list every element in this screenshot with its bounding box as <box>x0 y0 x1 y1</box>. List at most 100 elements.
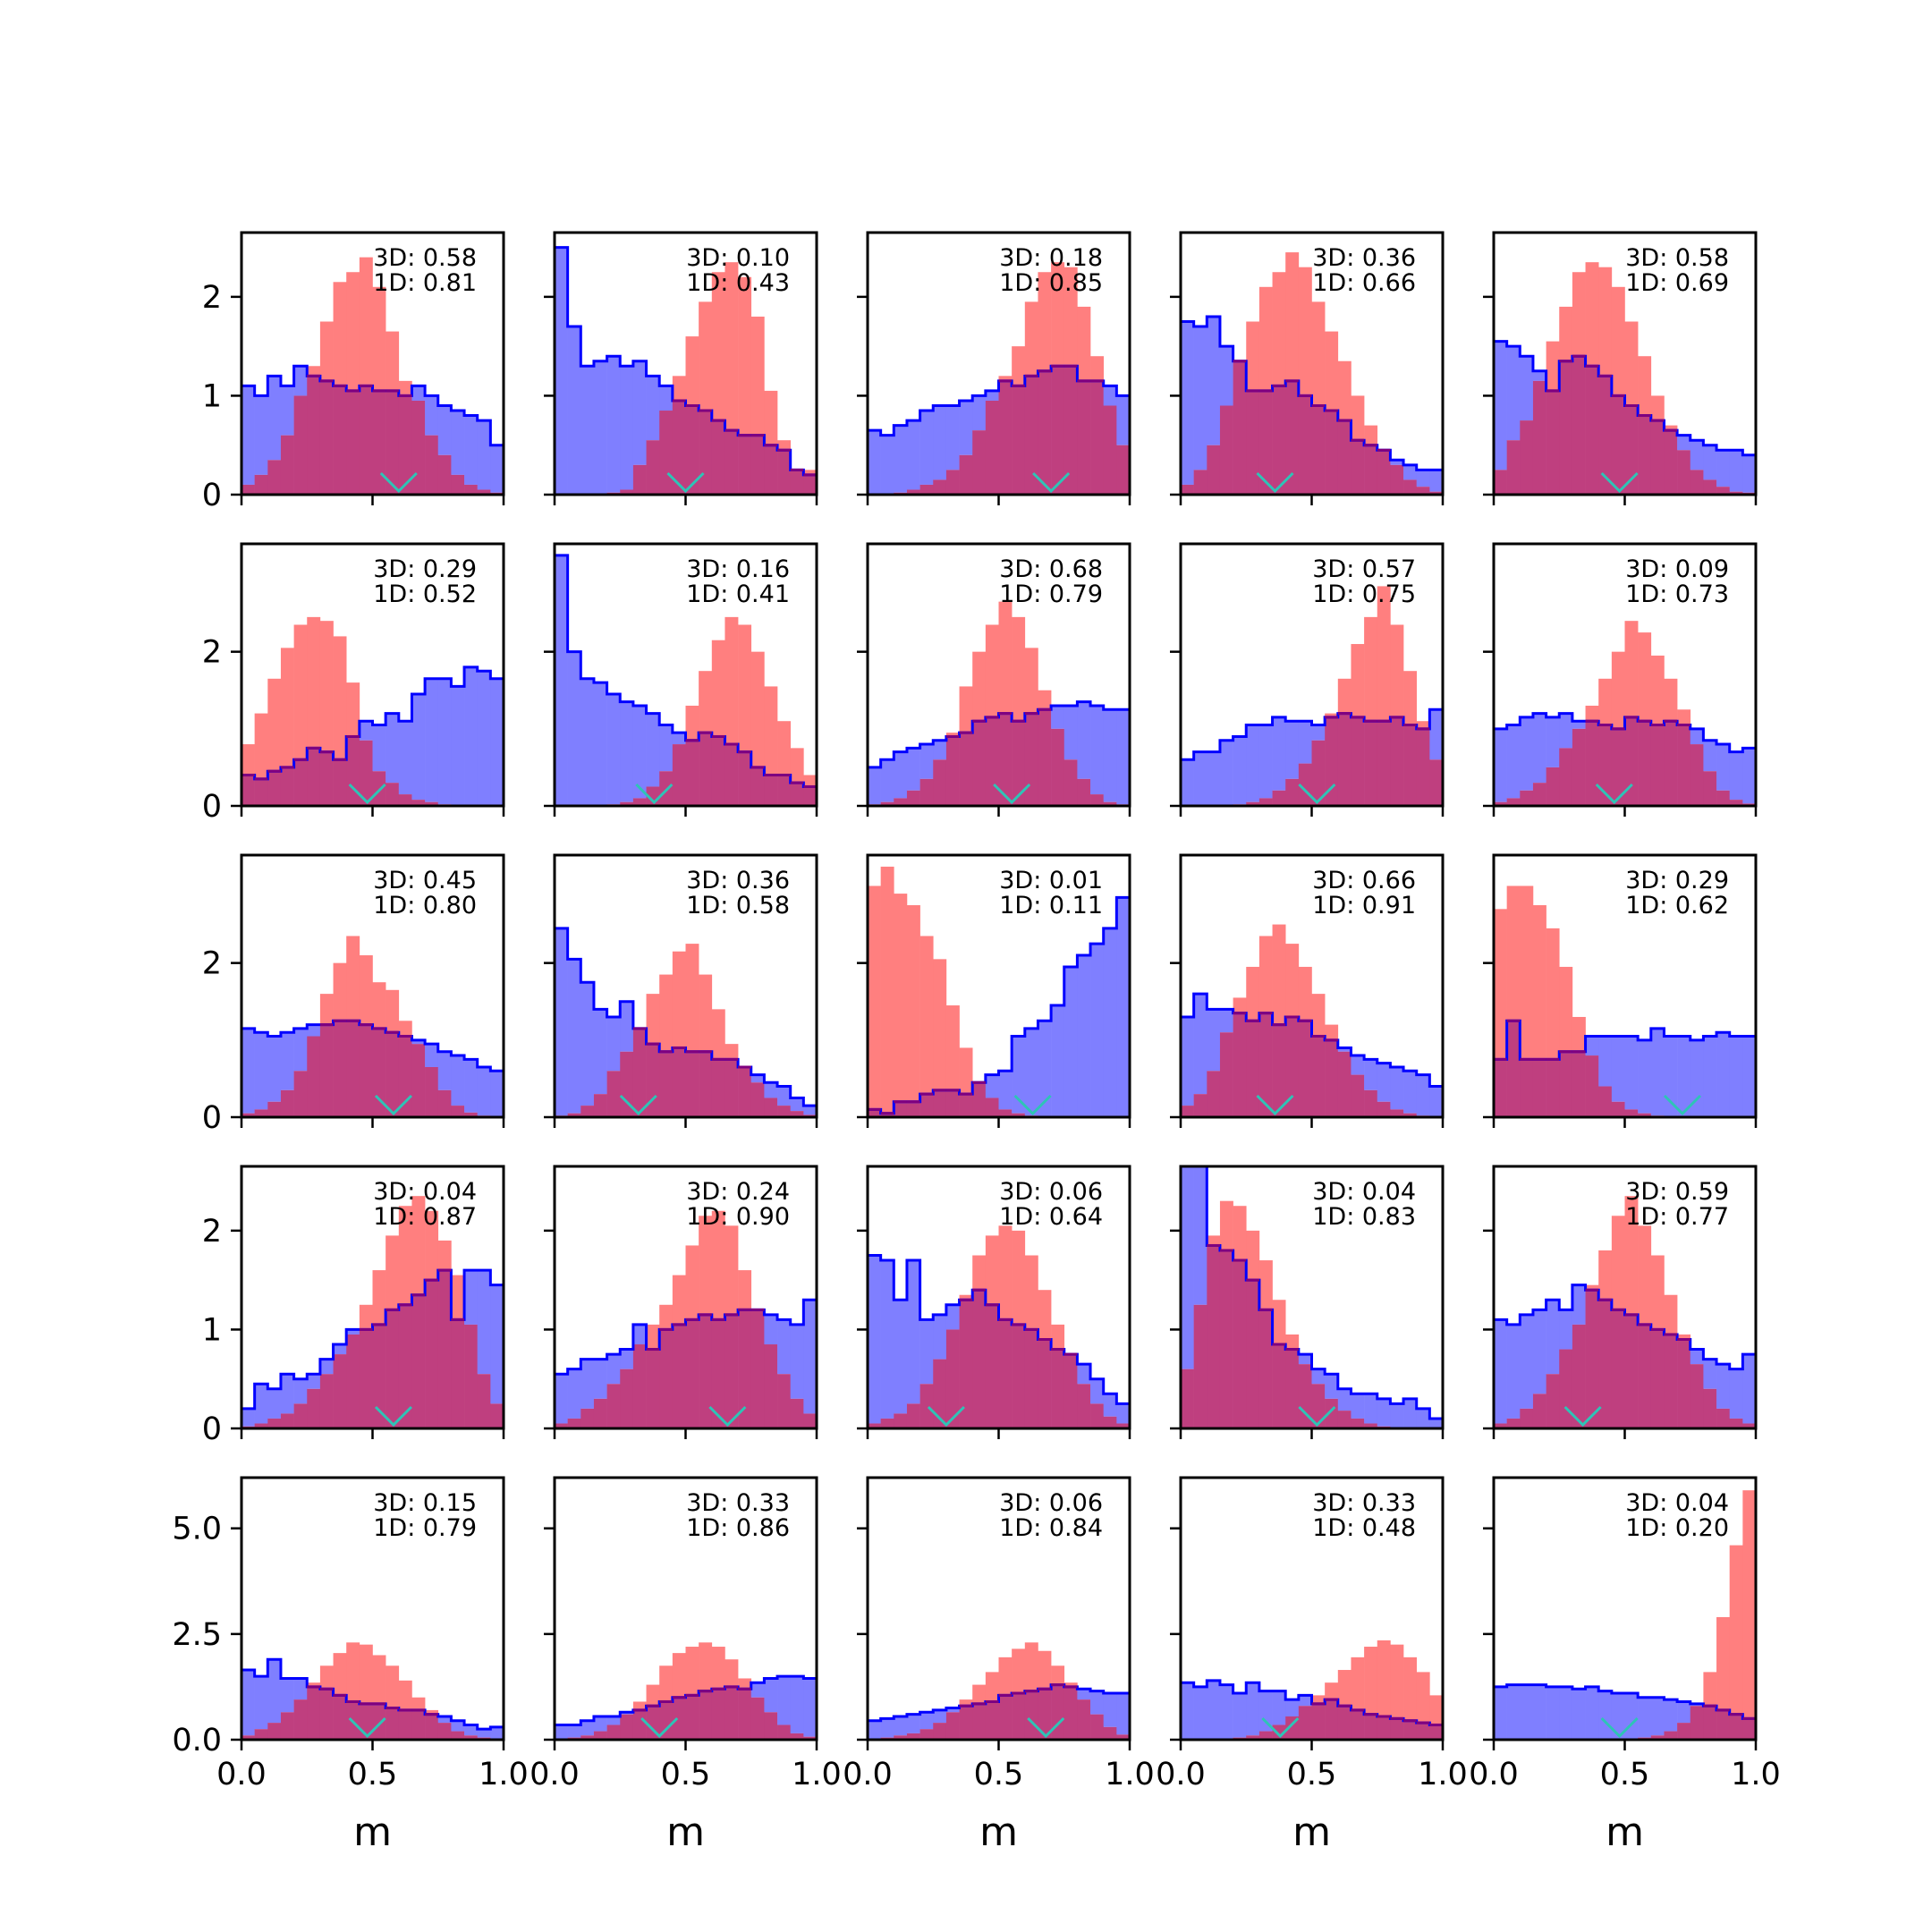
blue-bar <box>580 982 595 1106</box>
blue-bar <box>1219 1009 1233 1033</box>
blue-bar <box>464 666 478 806</box>
overlap-bar <box>1703 1706 1717 1740</box>
blue-bar <box>1193 751 1208 806</box>
overlap-bar <box>1403 1113 1417 1117</box>
overlap-bar <box>1233 1013 1247 1117</box>
red-bar <box>411 1196 426 1295</box>
red-bar <box>672 1275 686 1325</box>
red-bar <box>1246 321 1260 391</box>
overlap-bar <box>1272 1724 1286 1740</box>
red-bar <box>933 959 947 1090</box>
overlap-bar <box>894 798 908 806</box>
overlap-bar <box>293 1403 308 1428</box>
overlap-bar <box>985 1701 999 1740</box>
overlap-bar <box>267 1723 282 1740</box>
blue-bar <box>919 1712 934 1730</box>
red-bar <box>868 886 881 1110</box>
red-bar <box>1258 936 1273 1013</box>
overlap-bar <box>293 1071 308 1117</box>
overlap-bar <box>933 1723 947 1740</box>
overlap-bar <box>919 1384 934 1428</box>
red-bar <box>919 936 934 1095</box>
blue-bar <box>477 671 491 806</box>
marker-chevron <box>708 1405 747 1428</box>
overlap-bar <box>411 1044 426 1117</box>
blue-bar <box>593 360 607 495</box>
blue-bar <box>868 1720 881 1740</box>
red-bar <box>307 366 321 377</box>
red-bar <box>359 1304 373 1330</box>
red-bar <box>1677 709 1691 725</box>
blue-bar <box>437 1051 452 1090</box>
overlap-bar <box>1377 1101 1391 1117</box>
overlap-bar <box>319 380 334 495</box>
overlap-bar <box>1703 479 1717 495</box>
red-bar <box>386 1665 400 1708</box>
overlap-bar <box>1416 487 1430 495</box>
blue-bar <box>606 356 621 493</box>
blue-bar <box>1532 370 1546 381</box>
blue-bar <box>1103 709 1117 802</box>
red-bar <box>711 1009 725 1060</box>
overlap-bar <box>959 1706 973 1740</box>
blue-bar <box>580 1720 595 1736</box>
red-bar <box>307 1682 321 1687</box>
overlap-bar <box>985 716 999 806</box>
blue-bar <box>242 1670 255 1736</box>
annotation-3d: 3D: 0.06 <box>999 1489 1103 1517</box>
overlap-bar <box>1090 380 1104 495</box>
annotation-3d: 3D: 0.33 <box>1312 1489 1416 1517</box>
blue-bar <box>464 1724 478 1736</box>
blue-bar <box>1624 1693 1639 1740</box>
blue-bar <box>490 1284 504 1404</box>
marker-chevron <box>1256 471 1294 494</box>
overlap-bar <box>998 380 1013 495</box>
red-bar <box>1012 1230 1026 1325</box>
blue-bar <box>293 1028 308 1072</box>
overlap-bar <box>359 1024 373 1117</box>
overlap-bar <box>1311 1384 1326 1428</box>
annotation-1d: 1D: 0.80 <box>373 892 477 919</box>
blue-bar <box>1664 1699 1678 1732</box>
red-bar <box>1416 1672 1430 1724</box>
overlap-bar <box>880 1113 894 1117</box>
overlap-bar <box>620 801 634 806</box>
overlap-bar <box>464 484 478 495</box>
red-bar <box>724 1659 739 1687</box>
marker-chevron <box>1013 1094 1052 1116</box>
y-tick-label: 0 <box>202 478 222 513</box>
blue-bar <box>319 1359 334 1375</box>
blue-bar <box>632 360 647 465</box>
marker-chevron <box>927 1405 965 1428</box>
red-bar <box>333 282 347 386</box>
red-bar <box>699 974 713 1052</box>
overlap-bar <box>411 800 426 806</box>
annotation-3d: 3D: 0.04 <box>373 1178 477 1206</box>
overlap-bar <box>267 1418 282 1428</box>
overlap-bar <box>1585 1055 1599 1117</box>
blue-bar <box>437 405 452 455</box>
overlap-bar <box>906 1733 920 1740</box>
red-bar <box>1585 1284 1599 1291</box>
annotation-1d: 1D: 0.77 <box>1625 1203 1729 1231</box>
x-axis-label: m <box>1606 1809 1644 1855</box>
blue-bar <box>632 705 647 799</box>
overlap-bar <box>1494 1059 1507 1117</box>
red-bar <box>1272 1300 1286 1345</box>
blue-bar <box>490 1071 504 1117</box>
blue-bar <box>906 1714 920 1733</box>
blue-bar <box>1611 1036 1625 1102</box>
overlap-bar <box>972 1082 987 1117</box>
red-bar <box>411 1697 426 1710</box>
blue-bar <box>790 1097 804 1112</box>
overlap-bar <box>777 1374 791 1428</box>
blue-bar <box>437 678 452 805</box>
overlap-bar <box>319 1374 334 1428</box>
blue-bar <box>1494 341 1507 470</box>
overlap-bar <box>672 400 686 495</box>
annotation-3d: 3D: 0.58 <box>373 244 477 272</box>
red-bar <box>1611 651 1625 729</box>
overlap-bar <box>880 1418 894 1428</box>
